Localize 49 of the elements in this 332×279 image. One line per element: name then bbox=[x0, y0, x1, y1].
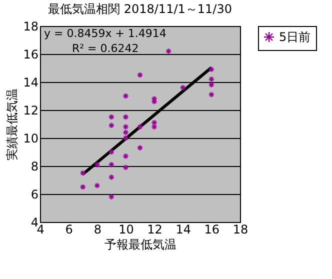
annotation: y = 0.8459x + 1.4914 bbox=[44, 27, 166, 40]
point bbox=[108, 194, 115, 200]
point bbox=[208, 76, 215, 82]
point bbox=[136, 72, 144, 78]
y-tick-label: 14 bbox=[23, 76, 38, 90]
point bbox=[151, 124, 158, 130]
point bbox=[208, 66, 215, 73]
point bbox=[108, 161, 115, 168]
legend-label: 5日前 bbox=[279, 30, 311, 44]
y-tick-label: 6 bbox=[30, 188, 38, 202]
x-axis-title: 予報最低気温 bbox=[104, 238, 176, 252]
point bbox=[208, 91, 215, 98]
point bbox=[108, 114, 115, 120]
y-axis-title: 実績最低気温 bbox=[5, 88, 20, 160]
y-tick-label: 8 bbox=[30, 160, 38, 174]
x-tick-label: 16 bbox=[204, 222, 220, 236]
x-tick-label: 6 bbox=[65, 222, 73, 236]
point bbox=[108, 174, 115, 180]
x-tick-label: 18 bbox=[232, 222, 248, 236]
y-tick-label: 18 bbox=[23, 20, 38, 34]
point bbox=[108, 148, 115, 156]
point bbox=[122, 129, 129, 136]
point bbox=[122, 153, 129, 160]
point bbox=[122, 92, 129, 100]
y-tick-label: 12 bbox=[23, 104, 38, 118]
point bbox=[80, 184, 86, 190]
point bbox=[180, 84, 186, 91]
point bbox=[80, 170, 86, 176]
point bbox=[122, 124, 129, 130]
y-tick-label: 10 bbox=[23, 132, 38, 146]
x-tick-label: 10 bbox=[118, 222, 134, 236]
point bbox=[136, 144, 144, 151]
point bbox=[151, 98, 158, 105]
x-tick-label: 8 bbox=[94, 222, 102, 236]
point bbox=[122, 164, 129, 171]
point bbox=[151, 119, 158, 126]
annotation: R² = 0.6242 bbox=[72, 42, 139, 55]
point bbox=[94, 182, 100, 189]
point bbox=[165, 48, 172, 54]
x-tick-label: 12 bbox=[147, 222, 162, 236]
point bbox=[108, 122, 115, 129]
y-tick-label: 16 bbox=[23, 48, 38, 62]
point bbox=[122, 134, 129, 142]
x-tick-label: 14 bbox=[176, 222, 191, 236]
point bbox=[94, 161, 100, 168]
chart-title: 最低気温相関 2018/11/1～11/30 bbox=[48, 2, 232, 16]
point bbox=[122, 114, 129, 120]
point bbox=[208, 82, 215, 88]
point bbox=[136, 124, 144, 130]
